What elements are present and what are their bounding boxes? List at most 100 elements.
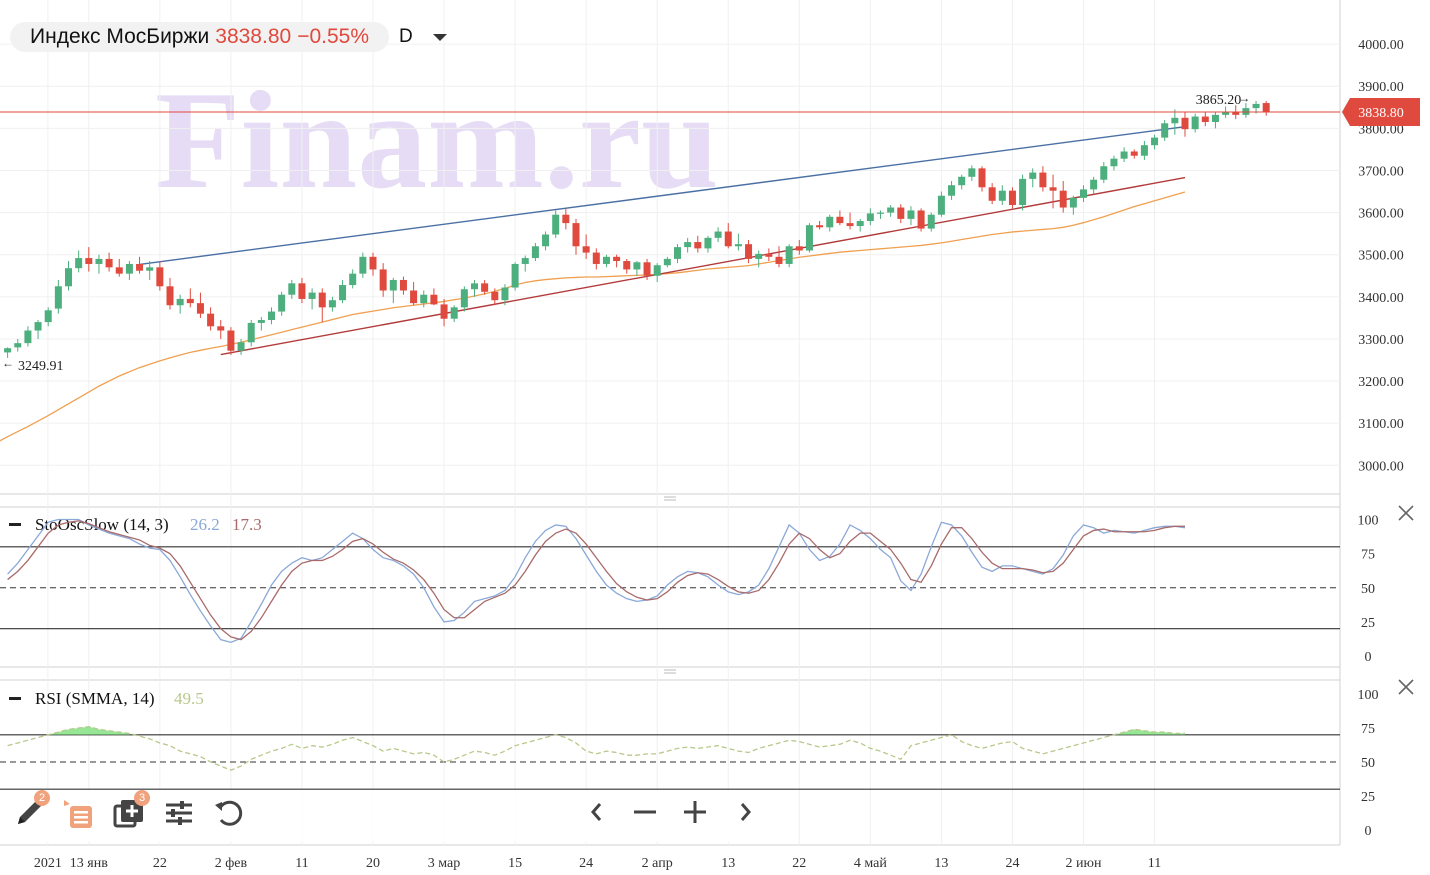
drawing-tools-button[interactable]: 2 [12,790,50,830]
arrow-left-icon: ← [2,356,14,370]
close-rsi-panel-button[interactable] [1396,677,1416,697]
instrument-title[interactable]: Индекс МосБиржи 3838.80 −0.55% [10,22,389,52]
candle [176,294,184,314]
candle [734,233,742,251]
candle [755,250,763,268]
add-indicator-button[interactable]: 3 [112,790,150,830]
candle-body [602,256,610,264]
candle-body [927,214,935,229]
close-stochastic-panel-button[interactable] [1396,503,1416,523]
candle-body [85,258,93,264]
candle-body [1211,114,1219,123]
candle-body [948,185,956,196]
scroll-right-button[interactable] [728,795,762,829]
candle [34,319,42,339]
candle [217,319,225,339]
undo-icon [215,800,243,826]
x-tick-label: 13 [934,856,948,871]
candle-body [1130,151,1138,156]
candle [115,258,123,277]
candle-body [937,195,945,215]
plus-icon [684,801,706,823]
candle-body [186,298,194,304]
candle [339,279,347,304]
zoom-in-button[interactable] [678,795,712,829]
candle-body [592,252,600,264]
candle-body [1140,145,1148,156]
candle [745,239,753,264]
candle-body [75,258,83,269]
candle [663,256,671,268]
candle [1181,111,1189,137]
scroll-left-button[interactable] [580,795,614,829]
stoch-tick-label: 100 [1358,514,1379,529]
candle-body [988,187,996,201]
interval-label: D [399,26,413,47]
interval-selector[interactable]: D [399,26,447,48]
candle-body [1039,172,1047,188]
candle-body [816,225,824,228]
zoom-out-button[interactable] [628,795,662,829]
candle-body [44,310,52,323]
candle-body [288,283,296,295]
candle [156,261,164,291]
candle-body [897,207,905,219]
candle [399,276,407,295]
x-tick-label: 24 [579,856,593,871]
candle-body [4,348,12,353]
candle [1080,185,1087,203]
sliders-icon [166,801,192,825]
candle [481,279,489,295]
candle [846,212,854,230]
price-tick-label: 3900.00 [1358,80,1404,95]
candle-body [633,262,641,270]
candle [430,288,438,306]
candle [542,231,550,251]
candle [1140,140,1148,160]
candle-body [349,273,357,286]
reset-button[interactable] [212,796,246,830]
candle-body [146,267,154,271]
candle-body [54,286,62,309]
x-tick-label: 13 [721,856,735,871]
candle [359,252,367,278]
candle-body [24,330,32,344]
object-list-button[interactable] [62,796,96,830]
candle-body [491,291,499,301]
candle [927,212,935,232]
candle-body [105,258,113,268]
drawing-toolbar: 2 3 [0,788,560,838]
settings-button[interactable] [162,796,196,830]
candle [44,307,52,327]
candle-body [278,294,286,312]
candle-body [95,258,103,264]
candle [653,263,661,283]
price-tick-label: 3000.00 [1358,459,1404,474]
candle-body [247,322,255,343]
candle-body [856,221,864,227]
candle-body [684,242,692,248]
rsi-tick-label: 50 [1361,756,1375,771]
candle-body [765,253,773,257]
candle [227,327,235,355]
candle-body [511,263,519,288]
candle [623,258,631,274]
candle [714,227,722,243]
candle-body [440,304,448,319]
candle [562,208,570,230]
candle-body [582,246,590,253]
rsi-collapse-icon [9,697,21,700]
moving-average-line [0,191,1186,442]
candle [389,277,397,304]
x-tick-label: 2 июн [1066,856,1102,871]
candle-body [1049,187,1057,191]
candle-body [450,307,458,319]
rsi-tick-label: 25 [1361,790,1375,805]
last-price-label: 3838.80 [1358,106,1404,121]
candle-body [156,267,164,287]
candle [674,244,681,264]
candle-body [420,294,428,304]
candle [1161,119,1169,141]
candle [369,252,377,276]
